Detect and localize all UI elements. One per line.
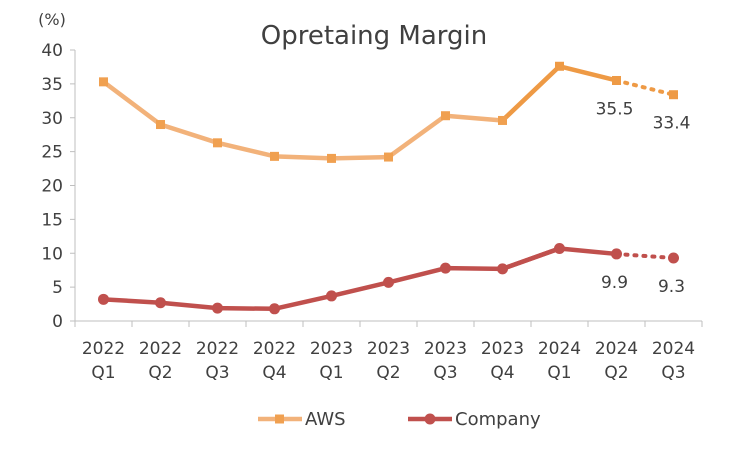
aws-point	[270, 151, 279, 161]
company-data-label: 9.3	[658, 277, 685, 297]
x-tick-label-quarter: Q1	[91, 363, 115, 383]
x-tick-label-year: 2023	[481, 339, 524, 359]
legend-label-company: Company	[455, 409, 541, 430]
company-point	[554, 243, 565, 255]
x-tick-label-year: 2024	[538, 339, 581, 359]
aws-line-dotted	[614, 78, 676, 97]
company-point	[440, 262, 451, 274]
x-tick-label-quarter: Q3	[433, 363, 457, 383]
aws-data-label: 33.4	[653, 114, 691, 134]
x-tick-label-year: 2022	[82, 339, 125, 359]
y-tick-label: 15	[41, 210, 63, 230]
aws-point	[612, 75, 621, 85]
legend-label-aws: AWS	[305, 409, 346, 430]
y-tick-label: 30	[41, 109, 63, 129]
aws-point	[555, 61, 564, 71]
x-axis-ticks: 2022 Q1 2022 Q2 2022 Q3 2022 Q4 2023 Q1 2023 Q2 2023…	[74, 321, 703, 383]
company-point	[668, 252, 679, 264]
aws-point	[156, 120, 165, 130]
x-tick-label-quarter: Q2	[604, 363, 628, 383]
x-tick-label-quarter: Q4	[490, 363, 514, 383]
x-tick-label-year: 2022	[139, 339, 182, 359]
x-tick-label-quarter: Q3	[205, 363, 229, 383]
x-tick-label-year: 2022	[196, 339, 239, 359]
y-tick-label: 10	[41, 244, 63, 264]
aws-point	[327, 153, 336, 163]
company-point	[212, 302, 223, 314]
company-point	[383, 276, 394, 288]
aws-point	[498, 115, 507, 125]
y-axis-ticks: 0 5 10 15 20 25 30 35 40	[41, 41, 75, 332]
x-tick-label-quarter: Q4	[262, 363, 286, 383]
company-point	[497, 263, 508, 275]
x-tick-label-year: 2023	[424, 339, 467, 359]
aws-point	[384, 152, 393, 162]
x-tick-label-year: 2024	[652, 339, 695, 359]
company-point	[611, 248, 622, 260]
series-layer	[98, 61, 679, 315]
x-tick-label-quarter: Q2	[148, 363, 172, 383]
y-tick-label: 20	[41, 177, 63, 197]
aws-point	[669, 90, 678, 100]
company-data-label: 9.9	[601, 273, 628, 293]
legend: AWS Company	[258, 409, 541, 430]
company-point	[155, 297, 166, 309]
y-tick-label: 5	[52, 278, 63, 298]
y-tick-label: 25	[41, 143, 63, 163]
x-tick-label-quarter: Q2	[376, 363, 400, 383]
x-tick-label-year: 2023	[310, 339, 353, 359]
y-tick-label: 0	[52, 312, 63, 332]
aws-point	[441, 111, 450, 121]
company-line-dotted	[614, 251, 676, 260]
data-labels: 35.5 33.4 9.9 9.3	[596, 99, 691, 297]
y-axis-unit: (%)	[38, 10, 66, 29]
aws-data-label: 35.5	[596, 99, 634, 119]
legend-marker-aws	[275, 414, 284, 424]
x-tick-label-year: 2022	[253, 339, 296, 359]
aws-line	[101, 64, 562, 161]
y-tick-label: 35	[41, 75, 63, 95]
legend-marker-company	[424, 413, 436, 425]
y-tick-label: 40	[41, 41, 63, 61]
company-point	[269, 303, 280, 315]
company-point	[98, 293, 109, 305]
aws-point	[213, 138, 222, 148]
x-tick-label-quarter: Q3	[661, 363, 685, 383]
x-tick-label-year: 2023	[367, 339, 410, 359]
aws-point	[99, 77, 108, 87]
chart-title: Opretaing Margin	[261, 21, 487, 51]
company-point	[326, 290, 337, 302]
x-tick-label-quarter: Q1	[319, 363, 343, 383]
x-tick-label-quarter: Q1	[547, 363, 571, 383]
x-tick-label-year: 2024	[595, 339, 638, 359]
